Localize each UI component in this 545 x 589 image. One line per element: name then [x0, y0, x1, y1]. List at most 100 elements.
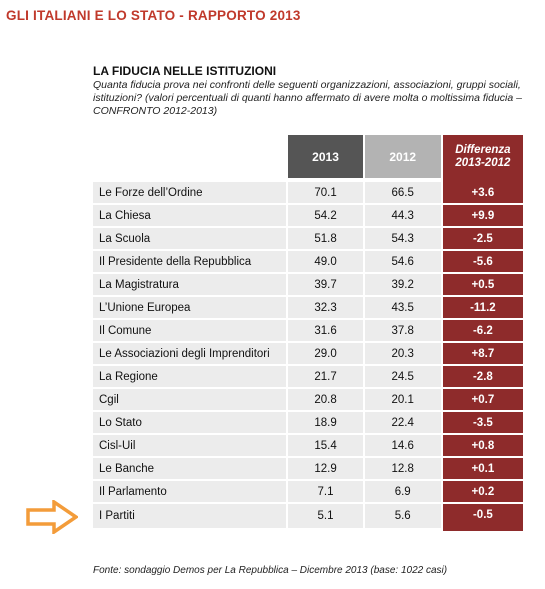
value-difference: -6.2 [442, 318, 523, 342]
value-2013: 5.1 [288, 502, 363, 528]
cell-spacer [362, 249, 365, 273]
row-label: I Partiti [93, 502, 287, 528]
cell-spacer [362, 295, 365, 319]
cell-spacer [362, 479, 365, 503]
table-row: Il Presidente della Repubblica 49.0 54.6 -5… [93, 249, 523, 273]
table-row: La Scuola 51.8 54.3 -2.5 [93, 226, 523, 250]
value-2012: 6.9 [364, 479, 441, 503]
value-difference: -0.5 [442, 502, 523, 531]
cell-spacer [286, 178, 289, 204]
row-label: La Chiesa [93, 203, 287, 227]
cell-spacer [440, 249, 443, 273]
table-row: La Magistratura 39.7 39.2 +0.5 [93, 272, 523, 296]
row-label: Il Presidente della Repubblica [93, 249, 287, 273]
row-label: Cisl-Uil [93, 433, 287, 457]
row-label: L’Unione Europea [93, 295, 287, 319]
cell-spacer [440, 410, 443, 434]
value-2013: 49.0 [288, 249, 363, 273]
value-difference: +0.5 [442, 272, 523, 296]
cell-spacer [440, 272, 443, 296]
value-2013: 70.1 [288, 178, 363, 204]
cell-spacer [286, 410, 289, 434]
value-2012: 5.6 [364, 502, 441, 528]
value-2013: 39.7 [288, 272, 363, 296]
cell-spacer [362, 410, 365, 434]
table-row: I Partiti 5.1 5.6 -0.5 [93, 502, 523, 531]
header-spacer [286, 135, 289, 180]
cell-spacer [362, 226, 365, 250]
value-2013: 21.7 [288, 364, 363, 388]
value-2013: 32.3 [288, 295, 363, 319]
cell-spacer [286, 318, 289, 342]
row-label: Cgil [93, 387, 287, 411]
cell-spacer [440, 502, 443, 528]
value-2013: 15.4 [288, 433, 363, 457]
cell-spacer [362, 456, 365, 480]
value-2012: 44.3 [364, 203, 441, 227]
value-2012: 54.6 [364, 249, 441, 273]
table-row: Il Comune 31.6 37.8 -6.2 [93, 318, 523, 342]
value-difference: -3.5 [442, 410, 523, 434]
trust-table: 2013 2012 Differenza 2013-2012 Le Forze … [93, 135, 523, 531]
row-label: Il Comune [93, 318, 287, 342]
source-note: Fonte: sondaggio Demos per La Repubblica… [93, 565, 448, 576]
table-row: Le Forze dell’Ordine 70.1 66.5 +3.6 [93, 178, 523, 204]
value-difference: +0.8 [442, 433, 523, 457]
value-2013: 12.9 [288, 456, 363, 480]
table-row: Lo Stato 18.9 22.4 -3.5 [93, 410, 523, 434]
cell-spacer [440, 318, 443, 342]
cell-spacer [362, 433, 365, 457]
value-difference: -11.2 [442, 295, 523, 319]
cell-spacer [286, 433, 289, 457]
header-difference: Differenza 2013-2012 [442, 135, 523, 180]
cell-spacer [362, 387, 365, 411]
value-2012: 12.8 [364, 456, 441, 480]
cell-spacer [286, 479, 289, 503]
cell-spacer [286, 203, 289, 227]
cell-spacer [286, 272, 289, 296]
page-title: GLI ITALIANI E LO STATO - RAPPORTO 2013 [6, 8, 301, 23]
table-row: L’Unione Europea 32.3 43.5 -11.2 [93, 295, 523, 319]
table-subtitle: Quanta fiducia prova nei confronti delle… [93, 79, 522, 117]
value-difference: -2.8 [442, 364, 523, 388]
value-difference: +0.1 [442, 456, 523, 480]
table-row: Le Banche 12.9 12.8 +0.1 [93, 456, 523, 480]
table-row: Le Associazioni degli Imprenditori 29.0 20… [93, 341, 523, 365]
cell-spacer [440, 433, 443, 457]
row-label: La Scuola [93, 226, 287, 250]
cell-spacer [440, 295, 443, 319]
value-difference: -2.5 [442, 226, 523, 250]
row-label: Le Banche [93, 456, 287, 480]
value-2013: 54.2 [288, 203, 363, 227]
value-difference: -5.6 [442, 249, 523, 273]
cell-spacer [362, 272, 365, 296]
value-difference: +3.6 [442, 178, 523, 204]
cell-spacer [286, 226, 289, 250]
cell-spacer [362, 364, 365, 388]
cell-spacer [440, 178, 443, 204]
value-difference: +0.2 [442, 479, 523, 503]
value-2013: 20.8 [288, 387, 363, 411]
value-2012: 39.2 [364, 272, 441, 296]
row-label: Le Forze dell’Ordine [93, 178, 287, 204]
arrow-right-icon [26, 500, 78, 534]
header-difference-line1: Differenza [455, 143, 511, 156]
row-label: Le Associazioni degli Imprenditori [93, 341, 287, 365]
value-2012: 66.5 [364, 178, 441, 204]
cell-spacer [286, 456, 289, 480]
value-difference: +0.7 [442, 387, 523, 411]
header-spacer [362, 135, 365, 180]
value-2013: 29.0 [288, 341, 363, 365]
table-row: Cgil 20.8 20.1 +0.7 [93, 387, 523, 411]
cell-spacer [440, 456, 443, 480]
cell-spacer [286, 341, 289, 365]
value-2012: 24.5 [364, 364, 441, 388]
cell-spacer [362, 203, 365, 227]
header-2013: 2013 [288, 135, 363, 180]
value-2012: 22.4 [364, 410, 441, 434]
header-spacer [440, 135, 443, 180]
value-2012: 20.3 [364, 341, 441, 365]
value-2012: 37.8 [364, 318, 441, 342]
cell-spacer [440, 203, 443, 227]
value-2012: 54.3 [364, 226, 441, 250]
